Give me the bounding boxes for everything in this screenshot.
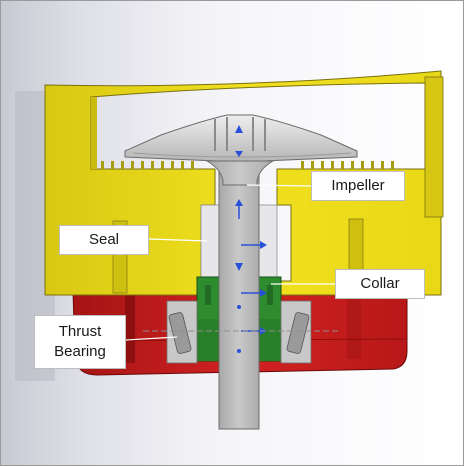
label-seal-text: Seal (88, 230, 120, 248)
shaft (218, 150, 260, 430)
thrust-bearing-right (280, 300, 312, 364)
label-collar-text: Collar (360, 274, 400, 292)
label-thrust-text: Thrust (58, 322, 102, 340)
label-thrust-bearing: Thrust Bearing (34, 315, 126, 369)
impeller-head (124, 114, 358, 186)
label-impeller-text: Impeller (331, 176, 385, 194)
label-collar: Collar (335, 269, 425, 299)
label-bearing-text: Bearing (54, 343, 106, 360)
leader-lines (125, 184, 335, 341)
label-seal: Seal (59, 225, 149, 255)
thrust-bearing-left (166, 300, 198, 364)
label-impeller: Impeller (311, 171, 405, 201)
